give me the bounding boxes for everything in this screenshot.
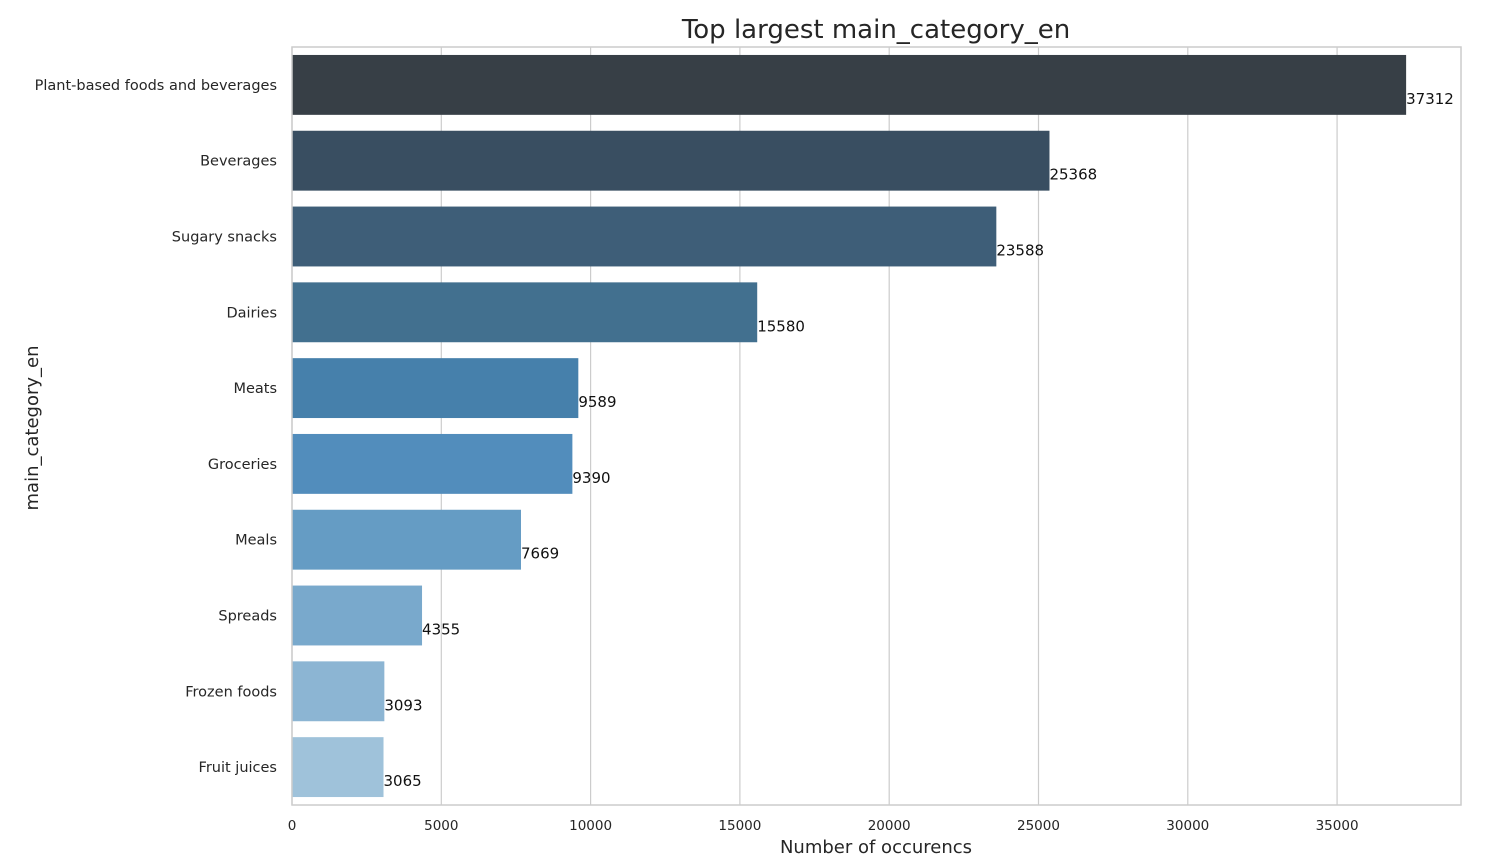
- bar: [292, 282, 758, 343]
- data-label: 9390: [572, 469, 610, 487]
- bar: [292, 661, 385, 722]
- x-tick-label: 10000: [569, 818, 612, 834]
- chart-title: Top largest main_category_en: [681, 15, 1070, 45]
- y-tick-label: Meals: [235, 533, 277, 549]
- bar: [292, 737, 384, 798]
- data-label: 15580: [757, 317, 805, 335]
- x-tick-label: 25000: [1017, 818, 1060, 834]
- x-tick-labels: 0 5000 10000 15000 20000 25000 30000 35000: [288, 818, 1359, 834]
- bar: [292, 130, 1050, 191]
- y-tick-label: Spreads: [218, 609, 277, 625]
- y-axis-label: main_category_en: [22, 345, 43, 510]
- data-label: 37312: [1406, 90, 1454, 108]
- y-tick-labels: Plant-based foods and beverages Beverages…: [35, 78, 277, 776]
- bar: [292, 358, 579, 419]
- x-tick-label: 5000: [424, 818, 458, 834]
- y-tick-label: Frozen foods: [185, 684, 277, 700]
- bar: [292, 585, 423, 646]
- data-label: 4355: [422, 621, 460, 639]
- data-label: 3065: [384, 772, 422, 790]
- x-axis-label: Number of occurencs: [780, 837, 972, 858]
- x-tick-label: 20000: [868, 818, 911, 834]
- x-tick-label: 35000: [1316, 818, 1359, 834]
- y-tick-label: Sugary snacks: [172, 230, 277, 246]
- data-label: 25368: [1049, 166, 1097, 184]
- data-label: 3093: [384, 696, 422, 714]
- y-tick-label: Fruit juices: [199, 760, 277, 776]
- data-label: 7669: [521, 545, 559, 563]
- y-tick-label: Groceries: [208, 457, 277, 473]
- bar: [292, 54, 1407, 115]
- x-tick-label: 15000: [718, 818, 761, 834]
- x-tick-label: 30000: [1166, 818, 1209, 834]
- bars: [292, 54, 1407, 798]
- plot-frame: [291, 46, 1462, 806]
- bar: [292, 433, 573, 494]
- data-label: 9589: [578, 393, 616, 411]
- data-label: 23588: [996, 242, 1044, 260]
- data-labels: 37312 25368 23588 15580 9589 9390 7669 4355 3093…: [384, 90, 1454, 790]
- x-tick-label: 0: [288, 818, 297, 834]
- bar: [292, 509, 521, 570]
- bar: [292, 206, 997, 267]
- y-tick-label: Meats: [233, 381, 277, 397]
- y-tick-label: Dairies: [226, 305, 277, 321]
- y-tick-label: Plant-based foods and beverages: [35, 78, 277, 94]
- y-tick-label: Beverages: [200, 154, 277, 170]
